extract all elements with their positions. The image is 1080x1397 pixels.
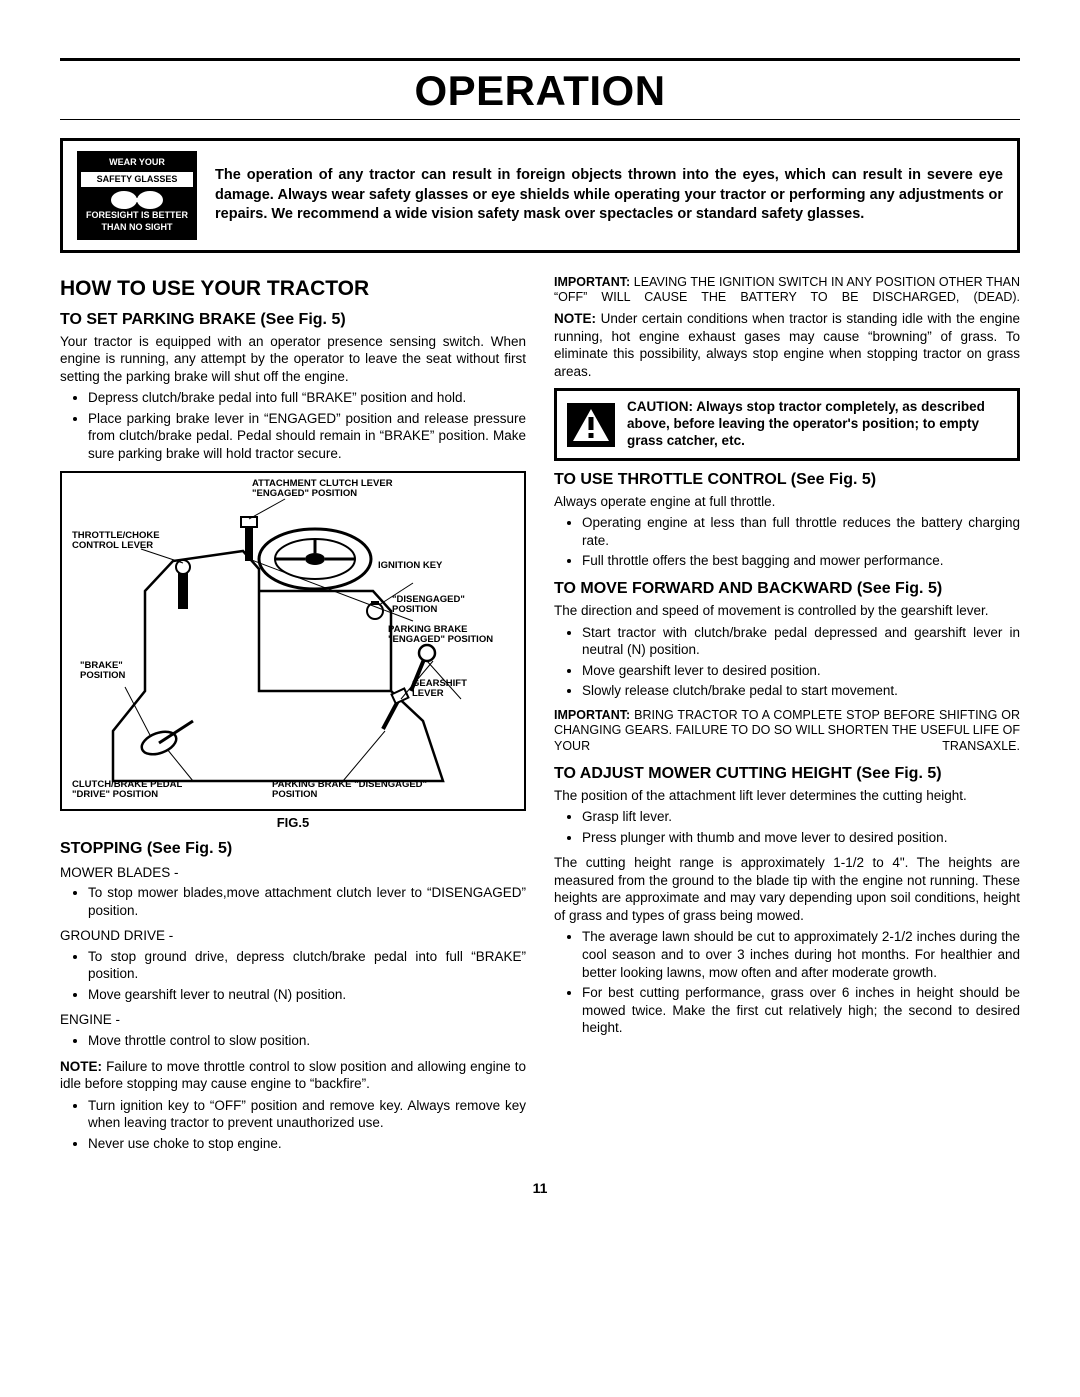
important-label: IMPORTANT: <box>554 275 630 289</box>
page-title: OPERATION <box>60 67 1020 115</box>
cutting-height-list-1: Grasp lift lever. Press plunger with thu… <box>554 808 1020 846</box>
badge-line2: SAFETY GLASSES <box>97 174 178 186</box>
move-intro: The direction and speed of movement is c… <box>554 602 1020 620</box>
fig-label-gearshift: GEARSHIFT LEVER <box>412 679 492 700</box>
list-item: Full throttle offers the best bagging an… <box>582 552 1020 570</box>
mower-blades-label: MOWER BLADES - <box>60 864 526 882</box>
list-item: Slowly release clutch/brake pedal to sta… <box>582 682 1020 700</box>
list-item: The average lawn should be cut to approx… <box>582 928 1020 981</box>
important-transaxle: IMPORTANT: BRING TRACTOR TO A COMPLETE S… <box>554 708 1020 755</box>
figure-5-diagram: ATTACHMENT CLUTCH LEVER "ENGAGED" POSITI… <box>60 471 526 811</box>
ground-drive-list: To stop ground drive, depress clutch/bra… <box>60 948 526 1004</box>
browning-note: NOTE: Under certain conditions when trac… <box>554 310 1020 380</box>
list-item: Move gearshift lever to desired position… <box>582 662 1020 680</box>
parking-brake-intro: Your tractor is equipped with an operato… <box>60 333 526 386</box>
right-column: IMPORTANT: LEAVING THE IGNITION SWITCH I… <box>554 271 1020 1160</box>
rule-top-thin <box>60 119 1020 120</box>
throttle-heading: TO USE THROTTLE CONTROL (See Fig. 5) <box>554 471 1020 489</box>
fig-label-clutch: CLUTCH/BRAKE PEDAL "DRIVE" POSITION <box>72 780 222 801</box>
fig-label-attach: ATTACHMENT CLUTCH LEVER "ENGAGED" POSITI… <box>252 479 452 500</box>
two-column-layout: HOW TO USE YOUR TRACTOR TO SET PARKING B… <box>60 271 1020 1160</box>
list-item: To stop ground drive, depress clutch/bra… <box>88 948 526 983</box>
badge-glasses-row: SAFETY GLASSES <box>81 172 193 188</box>
list-item: Move throttle control to slow position. <box>88 1032 526 1050</box>
fig-label-pb-dis: PARKING BRAKE "DISENGAGED" POSITION <box>272 780 442 801</box>
note-text: Under certain conditions when tractor is… <box>554 311 1020 379</box>
cutting-height-heading: TO ADJUST MOWER CUTTING HEIGHT (See Fig.… <box>554 765 1020 783</box>
glasses-icon <box>107 190 167 210</box>
ground-drive-label: GROUND DRIVE - <box>60 927 526 945</box>
rule-top-thick <box>60 58 1020 61</box>
move-list: Start tractor with clutch/brake pedal de… <box>554 624 1020 700</box>
list-item: Place parking brake lever in “ENGAGED” p… <box>88 410 526 463</box>
list-item: Press plunger with thumb and move lever … <box>582 829 1020 847</box>
parking-brake-list: Depress clutch/brake pedal into full “BR… <box>60 389 526 462</box>
figure-caption: FIG.5 <box>60 815 526 830</box>
list-item: To stop mower blades,move attachment clu… <box>88 884 526 919</box>
engine-label: ENGINE - <box>60 1011 526 1029</box>
backfire-note: NOTE: Failure to move throttle control t… <box>60 1058 526 1093</box>
caution-triangle-icon <box>567 403 615 447</box>
parking-brake-heading: TO SET PARKING BRAKE (See Fig. 5) <box>60 311 526 329</box>
cutting-height-list-2: The average lawn should be cut to approx… <box>554 928 1020 1036</box>
important-label: IMPORTANT: <box>554 708 630 722</box>
badge-line1: WEAR YOUR <box>81 157 193 169</box>
cutting-height-intro: The position of the attachment lift leve… <box>554 787 1020 805</box>
list-item: Grasp lift lever. <box>582 808 1020 826</box>
safety-glasses-badge: WEAR YOUR SAFETY GLASSES FORESIGHT IS BE… <box>77 151 197 240</box>
section-heading: HOW TO USE YOUR TRACTOR <box>60 277 526 301</box>
list-item: Operating engine at less than full throt… <box>582 514 1020 549</box>
throttle-list: Operating engine at less than full throt… <box>554 514 1020 570</box>
throttle-intro: Always operate engine at full throttle. <box>554 493 1020 511</box>
note-text: Failure to move throttle control to slow… <box>60 1059 526 1092</box>
list-item: For best cutting performance, grass over… <box>582 984 1020 1037</box>
safety-warning-box: WEAR YOUR SAFETY GLASSES FORESIGHT IS BE… <box>60 138 1020 253</box>
left-column: HOW TO USE YOUR TRACTOR TO SET PARKING B… <box>60 271 526 1160</box>
mower-blades-list: To stop mower blades,move attachment clu… <box>60 884 526 919</box>
fig-label-diseng: "DISENGAGED" POSITION <box>392 595 492 616</box>
list-item: Move gearshift lever to neutral (N) posi… <box>88 986 526 1004</box>
stopping-heading: STOPPING (See Fig. 5) <box>60 840 526 858</box>
fig-label-throttle: THROTTLE/CHOKE CONTROL LEVER <box>72 531 182 552</box>
fig-label-pb-eng: PARKING BRAKE "ENGAGED" POSITION <box>388 625 498 646</box>
caution-box: CAUTION: Always stop tractor completely,… <box>554 388 1020 461</box>
note-label: NOTE: <box>60 1059 102 1074</box>
list-item: Depress clutch/brake pedal into full “BR… <box>88 389 526 407</box>
list-item: Start tractor with clutch/brake pedal de… <box>582 624 1020 659</box>
list-item: Turn ignition key to “OFF” position and … <box>88 1097 526 1132</box>
note-label: NOTE: <box>554 311 596 326</box>
fig-label-ignition: IGNITION KEY <box>378 561 442 571</box>
page-number: 11 <box>60 1180 1020 1196</box>
engine-list-2: Turn ignition key to “OFF” position and … <box>60 1097 526 1153</box>
list-item: Never use choke to stop engine. <box>88 1135 526 1153</box>
move-heading: TO MOVE FORWARD AND BACKWARD (See Fig. 5… <box>554 580 1020 598</box>
badge-line3: FORESIGHT IS BETTER <box>81 210 193 222</box>
engine-list-1: Move throttle control to slow position. <box>60 1032 526 1050</box>
safety-warning-text: The operation of any tractor can result … <box>215 166 1003 225</box>
important-ignition: IMPORTANT: LEAVING THE IGNITION SWITCH I… <box>554 275 1020 306</box>
fig-label-brake-pos: "BRAKE" POSITION <box>80 661 160 682</box>
caution-text: CAUTION: Always stop tractor completely,… <box>627 399 1007 450</box>
cutting-height-range: The cutting height range is approximatel… <box>554 854 1020 924</box>
badge-line4: THAN NO SIGHT <box>81 222 193 234</box>
